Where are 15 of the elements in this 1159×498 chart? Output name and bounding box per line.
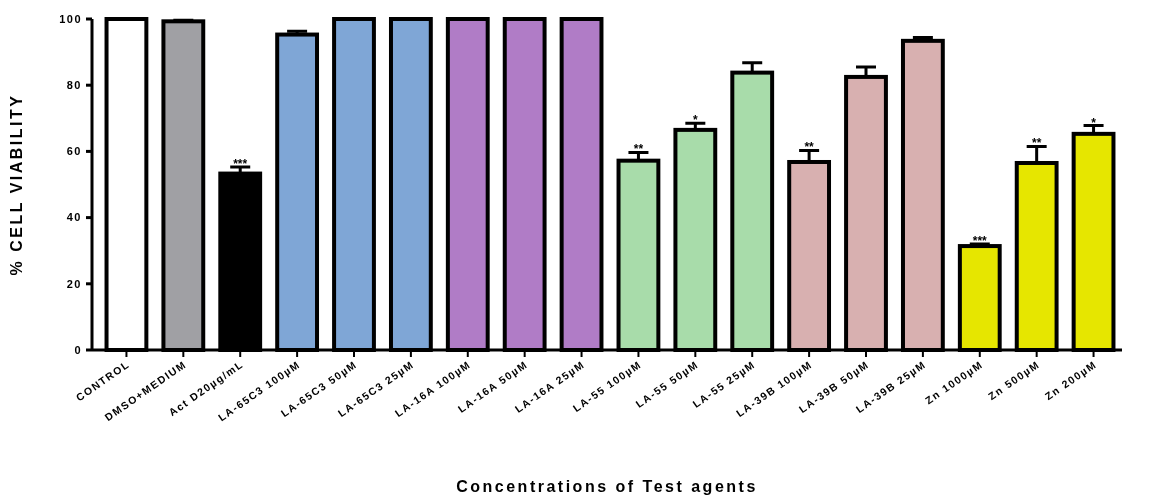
y-axis-title: % CELL VIABILITY — [8, 93, 25, 276]
annotation: * — [693, 113, 698, 128]
y-tick-label: 80 — [66, 79, 82, 92]
annotation: * — [1091, 115, 1097, 130]
y-tick-label: 0 — [74, 343, 82, 356]
annotation: ** — [1031, 136, 1042, 151]
annotation: *** — [233, 156, 248, 171]
y-tick-label: 20 — [66, 277, 82, 290]
y-tick-label: 40 — [66, 211, 82, 224]
annotation: ** — [804, 140, 815, 155]
y-tick-label: 60 — [66, 145, 82, 158]
y-tick-label: 100 — [59, 12, 82, 25]
x-axis-title: Concentrations of Test agents — [456, 478, 758, 495]
annotation: *** — [972, 234, 988, 249]
annotation: ** — [633, 142, 644, 157]
